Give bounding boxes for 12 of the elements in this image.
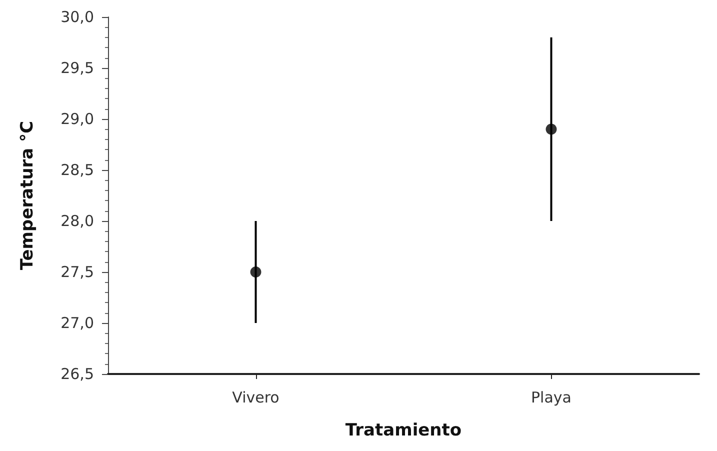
y-tick-label: 27,5 bbox=[60, 263, 94, 281]
y-tick-label: 29,0 bbox=[60, 110, 94, 128]
y-tick-label: 28,0 bbox=[60, 212, 94, 230]
y-tick-label: 27,0 bbox=[60, 314, 94, 332]
x-axis-title: Tratamiento bbox=[345, 420, 462, 440]
y-tick-label: 30,0 bbox=[60, 8, 94, 26]
y-tick-label: 29,5 bbox=[60, 59, 94, 77]
x-tick-label: Vivero bbox=[232, 388, 280, 406]
y-axis-title: Temperatura °C bbox=[18, 120, 38, 270]
y-tick-label: 26,5 bbox=[60, 365, 94, 383]
x-tick-label: Playa bbox=[531, 388, 572, 406]
y-tick-label: 28,5 bbox=[60, 161, 94, 179]
